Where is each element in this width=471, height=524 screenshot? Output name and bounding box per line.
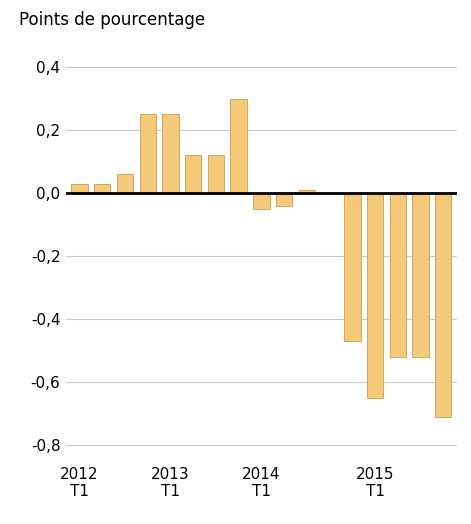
Bar [299,190,315,193]
Bar [72,184,88,193]
Text: Points de pourcentage: Points de pourcentage [19,12,205,29]
Bar [390,193,406,357]
Bar [185,156,202,193]
Bar [230,99,247,193]
Bar [412,193,429,357]
Bar [162,114,179,193]
Bar [344,193,360,341]
Bar [208,156,224,193]
Bar [117,174,133,193]
Bar [435,193,451,417]
Bar [94,184,111,193]
Bar [276,193,292,206]
Bar [139,114,156,193]
Bar [253,193,269,209]
Bar [367,193,383,398]
